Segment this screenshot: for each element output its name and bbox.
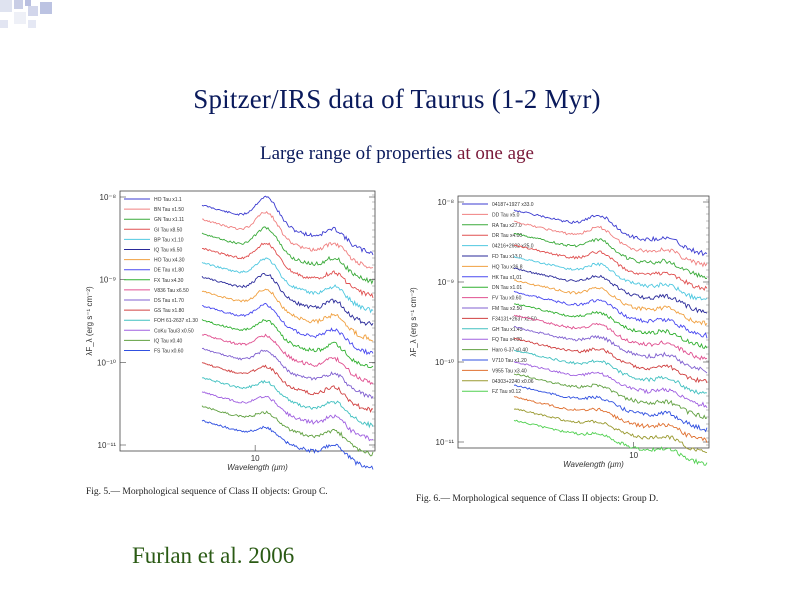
y-tick-label: 10⁻¹⁰	[97, 358, 116, 367]
spectrum-line	[201, 419, 374, 470]
subtitle-part2: at one age	[452, 143, 534, 164]
spectrum-line	[201, 347, 374, 400]
legend-entry: V836 Tau x6.50	[154, 288, 189, 294]
legend-entry: FQ Tau x4.80	[492, 337, 522, 343]
sed-plot-svg: 10⁻⁸ 10⁻⁹ 10⁻¹⁰ 10⁻¹¹ 10 Wavelength (μm) λF_λ …	[409, 195, 710, 469]
x-axis-label: Wavelength (μm)	[563, 460, 624, 469]
y-tick-label: 10⁻¹¹	[436, 438, 455, 447]
y-axis-label: λF_λ (erg s⁻¹ cm⁻²)	[85, 286, 94, 356]
legend-entry: IQ Tau x6.50	[154, 248, 182, 254]
spectrum-line	[513, 267, 708, 314]
legend-entry: RA Tau x27.0	[492, 223, 522, 229]
spectrum-line	[201, 302, 374, 356]
spectrum-line	[201, 391, 374, 442]
spectrum-line	[513, 255, 708, 301]
y-tick-label: 10⁻⁹	[437, 278, 454, 287]
sed-figure-group-c: 10⁻⁸ 10⁻⁹ 10⁻¹⁰ 10⁻¹¹ 10 Wavelength (μm) λF_λ …	[82, 183, 383, 479]
plot-frame	[457, 195, 710, 449]
spectrum-line	[514, 279, 708, 327]
spectrum-line	[513, 384, 708, 433]
spectrum-line	[513, 303, 708, 349]
spectrum-line	[201, 273, 374, 327]
subtitle-part1: Large range of properties	[260, 143, 453, 164]
slide-subtitle: Large range of properties at one age	[0, 143, 794, 165]
spectrum-line	[202, 210, 374, 269]
spectrum-line	[513, 338, 708, 384]
spectrum-line	[513, 314, 708, 361]
figure-caption-group-c: Fig. 5.— Morphological sequence of Class…	[86, 487, 328, 497]
legend-entry: CoKu Tau/3 x0.50	[154, 328, 194, 334]
spectrum-line	[513, 209, 708, 257]
y-axis-label: λF_λ (erg s⁻¹ cm⁻²)	[409, 287, 418, 357]
legend-entry: 04187+1927 x33.0	[492, 202, 534, 208]
spectrum-line	[201, 318, 374, 369]
legend-entry: FX Tau x4.30	[154, 278, 184, 284]
spectrum-line	[513, 233, 708, 279]
legend-entry: FS Tau x0.60	[154, 349, 184, 355]
legend-entry: HO Tau x4.30	[154, 258, 185, 264]
y-tick-label: 10⁻⁸	[100, 193, 117, 202]
legend-entry: F34131+2637 x2.50	[492, 316, 537, 322]
legend-entry: IQ Tau x0.40	[154, 338, 182, 344]
legend-entry: BN Tau x1.50	[154, 207, 184, 213]
y-tick-label: 10⁻⁸	[438, 198, 455, 207]
spectrum-line	[513, 290, 708, 339]
sed-figure-group-d: 10⁻⁸ 10⁻⁹ 10⁻¹⁰ 10⁻¹¹ 10 Wavelength (μm) λF_λ …	[406, 186, 717, 476]
legend-entry: DE Tau x1.80	[154, 268, 184, 274]
figure-caption-group-d: Fig. 6.— Morphological sequence of Class…	[416, 494, 659, 504]
spectrum-line	[513, 244, 708, 292]
legend-entry: GI Tau x8.50	[154, 227, 182, 233]
spectrum-line	[201, 377, 374, 429]
spectrum-line	[513, 349, 708, 395]
legend-entry: 04216+2602 x25.0	[492, 244, 534, 250]
legend-entry: DR Tau x4.00	[492, 233, 522, 239]
spectrum-line	[201, 195, 374, 256]
legend-entry: GN Tau x1.11	[154, 217, 184, 223]
spectrum-line	[201, 362, 374, 414]
legend-entry: GH Tau x1.43	[492, 327, 523, 333]
legend-entry: FOH 61-2637 x1.30	[154, 318, 198, 324]
legend-entry: GS Tau x1.80	[154, 308, 184, 314]
spectrum-line	[201, 288, 373, 342]
legend-entry: BP Tau x1.10	[154, 237, 184, 243]
legend-entry: DD Tau x5.0	[492, 212, 520, 218]
legend-entry: FV Tau x0.60	[492, 296, 522, 302]
legend-entry: FZ Tau x0.12	[492, 389, 521, 395]
legend-entry: DS Tau x1.70	[154, 298, 184, 304]
citation-credit: Furlan et al. 2006	[132, 543, 295, 568]
slide-title: Spitzer/IRS data of Taurus (1-2 Myr)	[193, 84, 601, 114]
y-tick-label: 10⁻⁹	[99, 276, 116, 285]
legend-entry: V710 Tau x1.20	[492, 358, 527, 364]
x-axis-label: Wavelength (μm)	[227, 463, 288, 472]
legend-entry: 04303+2240 x0.06	[492, 379, 534, 385]
spectrum-line	[513, 419, 708, 466]
legend-entry: HK Tau x1.01	[492, 275, 522, 281]
spectrum-line	[513, 361, 708, 409]
legend-entry: HQ Tau x26.8	[492, 264, 523, 270]
legend-entry: DN Tau x1.01	[492, 285, 522, 291]
corner-decoration	[0, 0, 60, 40]
spectrum-line	[201, 257, 374, 314]
x-tick-label: 10	[629, 451, 638, 460]
y-tick-label: 10⁻¹¹	[98, 441, 117, 450]
spectrum-line	[201, 405, 374, 457]
legend-entry: V955 Tau x3.40	[492, 368, 527, 374]
x-tick-label: 10	[251, 454, 260, 463]
spectrum-line	[513, 325, 708, 374]
legend-entry: FD Tau x13.0	[492, 254, 522, 260]
spectrum-line	[201, 333, 374, 385]
spectrum-line	[513, 408, 708, 454]
spectrum-line	[513, 396, 708, 443]
spectrum-line	[201, 226, 374, 285]
legend-entry: Haro 6-37 x0.40	[492, 348, 528, 354]
spectrum-line	[513, 220, 708, 268]
spectrum-line	[201, 242, 374, 299]
spectrum-line	[513, 373, 708, 420]
y-tick-label: 10⁻¹⁰	[435, 358, 454, 367]
legend-entry: FM Tau x2.50	[492, 306, 522, 312]
legend-entry: HO Tau x1.1	[154, 197, 182, 203]
